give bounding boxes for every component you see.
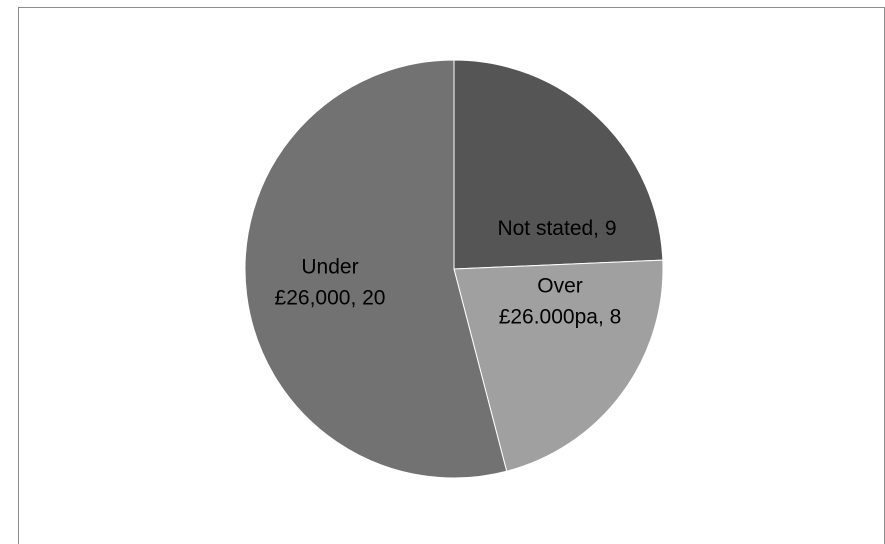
pie-slice-label-line: Not stated, 9: [497, 217, 616, 240]
pie-slice-1: [453, 259, 664, 472]
pie-slice-label-line: Over: [537, 275, 583, 298]
pie-slice-0: [453, 59, 664, 270]
pie-slice-label-2: Under £26,000, 20: [275, 256, 386, 310]
pie-slice-label-line: Under: [301, 256, 358, 279]
pie-slices: [244, 59, 664, 479]
pie-labels: Not stated, 9 Over £26.000pa, 8 Under £26,00…: [275, 217, 622, 329]
pie-slice-label-1: Over £26.000pa, 8: [499, 275, 622, 329]
pie-slice-label-line: £26,000, 20: [275, 287, 386, 310]
pie-slice-label-line: £26.000pa, 8: [499, 306, 622, 329]
pie-slice-2: [244, 59, 508, 479]
pie-slice-label-0: Not stated, 9: [497, 217, 616, 240]
